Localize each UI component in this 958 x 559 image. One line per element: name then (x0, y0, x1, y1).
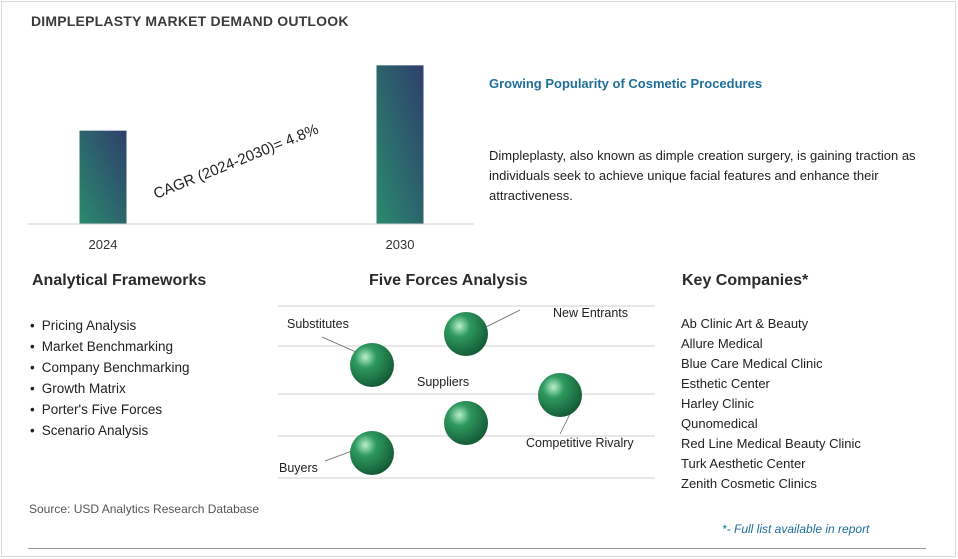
x-tick-label: 2030 (386, 237, 415, 252)
connector-line (481, 309, 521, 330)
companies-title: Key Companies* (682, 272, 809, 289)
five-forces-title: Five Forces Analysis (369, 272, 528, 289)
list-item: Qunomedical (681, 416, 758, 431)
substitutes-label: Substitutes (287, 317, 349, 331)
frameworks-list: Pricing Analysis Market Benchmarking Com… (30, 315, 190, 441)
substitutes-sphere (350, 343, 394, 387)
bar-2024 (79, 130, 127, 224)
list-item: Pricing Analysis (30, 315, 190, 336)
bar-chart: 2024 2030 CAGR (2024-2030)= 4.8% (28, 65, 474, 252)
full-list-footnote: *- Full list available in report (722, 522, 870, 536)
highlight-description: Dimpleplasty, also known as dimple creat… (489, 148, 916, 203)
list-item: Blue Care Medical Clinic (681, 356, 823, 371)
frameworks-title: Analytical Frameworks (32, 272, 207, 289)
source-note: Source: USD Analytics Research Database (29, 502, 260, 516)
list-item: Turk Aesthetic Center (681, 456, 806, 471)
competitive-rivalry-label: Competitive Rivalry (526, 436, 634, 450)
highlight-heading: Growing Popularity of Cosmetic Procedure… (489, 76, 763, 91)
suppliers-label: Suppliers (417, 375, 469, 389)
list-item: Market Benchmarking (30, 336, 190, 357)
list-item: Allure Medical (681, 336, 763, 351)
bar-2030 (376, 65, 424, 224)
list-item: Red Line Medical Beauty Clinic (681, 436, 861, 451)
page-title: DIMPLEPLASTY MARKET DEMAND OUTLOOK (31, 13, 349, 29)
list-item: Zenith Cosmetic Clinics (681, 476, 817, 491)
buyers-label: Buyers (279, 461, 318, 475)
buyers-sphere (350, 431, 394, 475)
x-tick-label: 2024 (89, 237, 118, 252)
list-item: Scenario Analysis (30, 420, 190, 441)
list-item: Growth Matrix (30, 378, 190, 399)
list-item: Porter's Five Forces (30, 399, 190, 420)
list-item: Esthetic Center (681, 376, 770, 391)
new-entrants-label: New Entrants (553, 306, 628, 320)
list-item: Harley Clinic (681, 396, 754, 411)
list-item: Ab Clinic Art & Beauty (681, 316, 809, 331)
competitive-rivalry-sphere (538, 373, 582, 417)
list-item: Company Benchmarking (30, 357, 190, 378)
bottom-divider (28, 548, 926, 549)
companies-list: Ab Clinic Art & Beauty Allure Medical Bl… (681, 314, 861, 494)
suppliers-sphere (444, 401, 488, 445)
cagr-annotation: CAGR (2024-2030)= 4.8% (151, 121, 321, 203)
five-forces-diagram: Substitutes New Entrants Suppliers Compe… (278, 305, 655, 479)
new-entrants-sphere (444, 312, 488, 356)
